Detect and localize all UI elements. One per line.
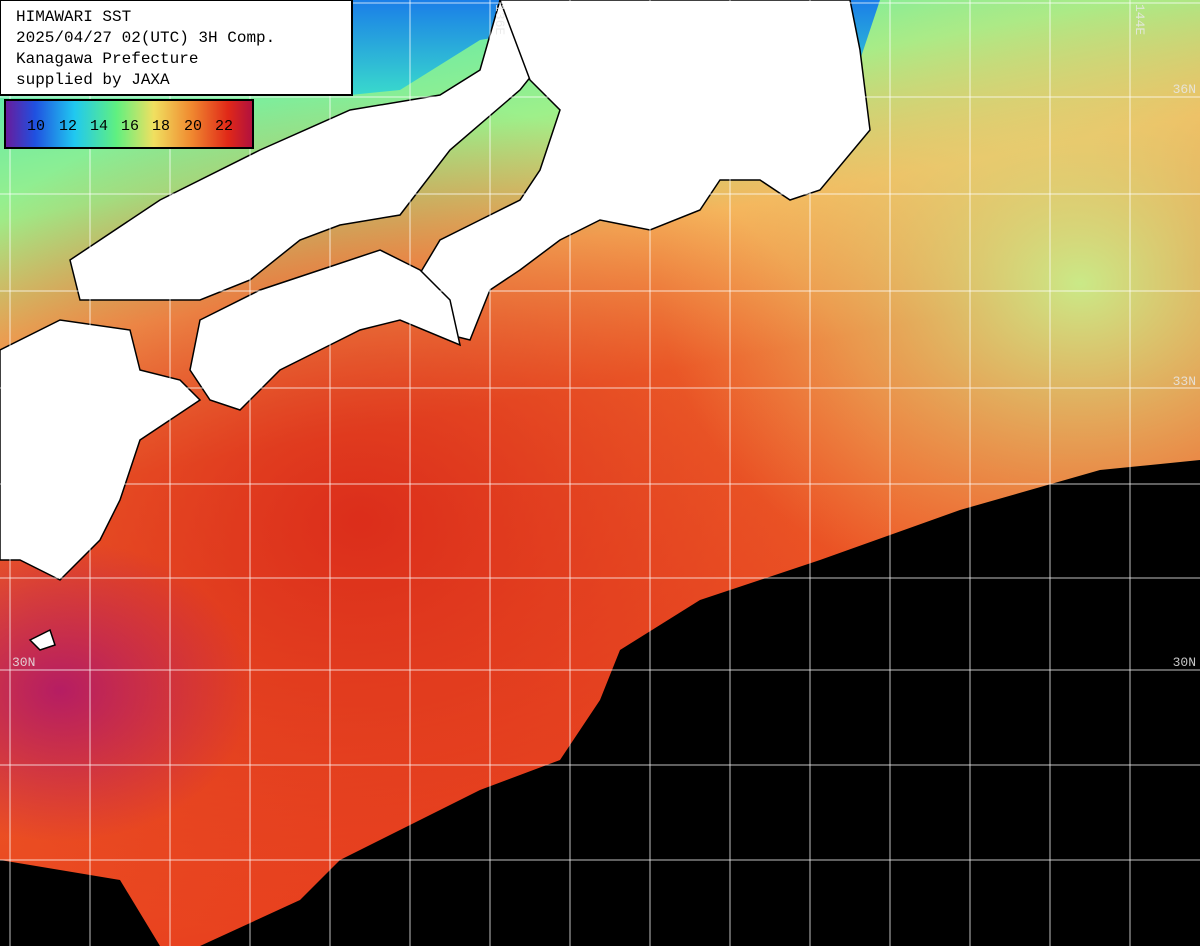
colorbar-label: 18 [152, 118, 170, 135]
cloud-mask [0, 460, 1200, 946]
lon-label: 144E [1132, 4, 1147, 35]
colorbar-label: 16 [121, 118, 139, 135]
lat-label: 30N [1173, 655, 1196, 670]
colorbar-label: 12 [59, 118, 77, 135]
colorbar-label: 14 [90, 118, 108, 135]
header-box: HIMAWARI SST 2025/04/27 02(UTC) 3H Comp.… [0, 0, 353, 96]
grid-labels: 136E 144E 36N 33N 30N 30N [12, 4, 1196, 670]
lat-label: 30N [12, 655, 35, 670]
header-line: 2025/04/27 02(UTC) 3H Comp. [16, 29, 275, 47]
colorbar: 10 12 14 16 18 20 22 [4, 99, 254, 149]
land [0, 0, 871, 651]
header-line: HIMAWARI SST [16, 8, 131, 26]
colorbar-label: 20 [184, 118, 202, 135]
colorbar-label: 22 [215, 118, 233, 135]
lat-label: 36N [1173, 82, 1196, 97]
colorbar-label: 10 [27, 118, 45, 135]
lat-label: 33N [1173, 374, 1196, 389]
lon-label: 136E [492, 4, 507, 35]
header-line: Kanagawa Prefecture [16, 50, 198, 68]
header-line: supplied by JAXA [16, 71, 170, 89]
